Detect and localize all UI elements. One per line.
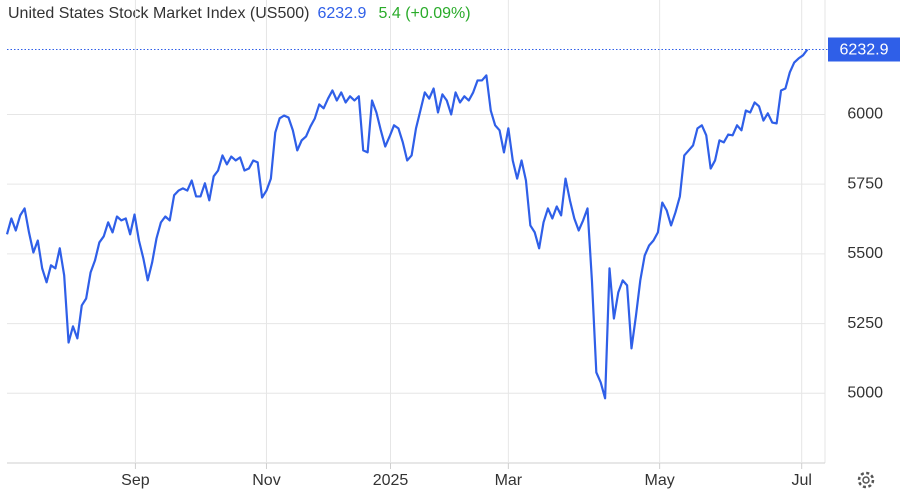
y-tick-label: 5000 <box>847 385 883 402</box>
last-price-box <box>828 37 900 62</box>
last-price: 6232.9 <box>317 5 366 22</box>
last-price-tag: 6232.9 <box>828 37 900 62</box>
y-tick-label: 5750 <box>847 175 883 192</box>
x-tick-label: Jul <box>791 472 811 489</box>
settings-icon[interactable] <box>857 471 875 489</box>
x-tick-label: May <box>645 472 675 489</box>
x-tick-label: 2025 <box>373 472 409 489</box>
x-tick-label: Nov <box>252 472 280 489</box>
price-change: 5.4 (+0.09%) <box>379 5 471 22</box>
x-tick-label: Sep <box>121 472 150 489</box>
y-tick-label: 6000 <box>847 106 883 123</box>
last-price-label: 6232.9 <box>840 42 889 59</box>
price-line <box>5 48 809 400</box>
x-tick-label: Mar <box>495 472 523 489</box>
chart-title: United States Stock Market Index (US500) <box>8 5 309 22</box>
y-tick-label: 5500 <box>847 245 883 262</box>
y-tick-label: 5250 <box>847 315 883 332</box>
